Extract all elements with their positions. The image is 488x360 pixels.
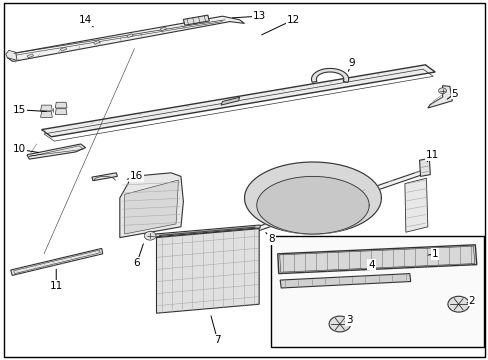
Polygon shape [41,105,52,111]
Polygon shape [244,162,381,234]
Bar [60,47,67,51]
Bar [271,236,483,347]
Text: 3: 3 [346,315,352,325]
Polygon shape [124,180,178,234]
Text: 5: 5 [450,89,457,99]
Polygon shape [55,109,67,114]
Polygon shape [92,173,117,181]
Polygon shape [27,144,85,159]
Circle shape [328,316,350,332]
Text: 6: 6 [133,258,140,268]
Text: 11: 11 [49,281,63,291]
Text: 11: 11 [425,150,439,160]
Circle shape [447,296,468,312]
Polygon shape [55,102,67,108]
Polygon shape [7,16,244,61]
Polygon shape [6,50,17,60]
Polygon shape [277,245,476,274]
Text: 8: 8 [267,234,274,244]
Text: 10: 10 [13,144,26,154]
Polygon shape [311,68,348,82]
Bar [126,34,133,37]
Bar [193,20,200,24]
Polygon shape [183,15,209,25]
Bar [93,40,100,44]
Polygon shape [120,173,183,238]
Text: 4: 4 [367,260,374,270]
Polygon shape [427,86,451,108]
Polygon shape [41,112,52,117]
Polygon shape [256,176,368,234]
Polygon shape [41,65,434,137]
Polygon shape [404,178,427,232]
Text: 15: 15 [13,105,26,115]
Polygon shape [280,274,410,288]
Text: 14: 14 [79,15,92,25]
Text: 16: 16 [130,171,143,181]
Circle shape [144,231,156,240]
Text: 13: 13 [252,11,265,21]
Text: 2: 2 [468,296,474,306]
Polygon shape [221,97,239,105]
Polygon shape [419,158,429,176]
Polygon shape [155,225,260,237]
Bar [27,54,34,58]
Polygon shape [159,227,255,236]
Text: 1: 1 [431,249,438,259]
Text: 9: 9 [348,58,355,68]
Polygon shape [11,248,102,275]
Polygon shape [215,169,427,245]
Text: 7: 7 [214,335,221,345]
Circle shape [438,88,446,94]
Bar [160,27,166,31]
Polygon shape [156,229,259,313]
Text: 12: 12 [286,15,300,25]
